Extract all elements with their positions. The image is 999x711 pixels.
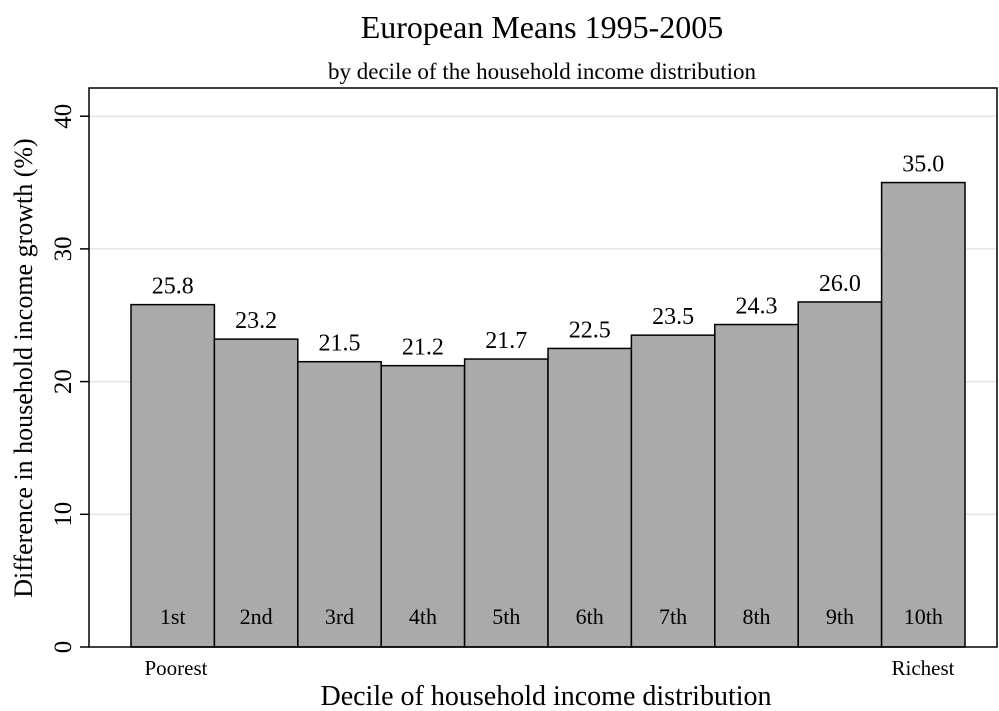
bar: [797, 301, 883, 648]
x-end-label-left: Poorest: [145, 656, 208, 680]
bar: [547, 347, 633, 648]
bar: [463, 358, 549, 648]
value-label: 21.5: [319, 331, 361, 357]
value-label: 24.3: [736, 294, 778, 320]
bars: [130, 181, 966, 648]
category-label: 4th: [409, 604, 437, 629]
bar: [880, 181, 966, 648]
category-label: 2nd: [240, 604, 273, 629]
plot-frame: [88, 87, 998, 648]
y-tick-label: 20: [50, 369, 77, 394]
category-label: 10th: [904, 604, 943, 629]
chart-subtitle: by decile of the household income distri…: [328, 59, 756, 84]
category-label: 5th: [492, 604, 520, 629]
value-label: 22.5: [569, 317, 611, 343]
value-label: 21.2: [402, 335, 444, 361]
value-label: 35.0: [902, 152, 944, 178]
bar: [130, 303, 216, 648]
y-tick-label: 40: [50, 104, 77, 129]
category-label: 3rd: [325, 604, 354, 629]
bar: [630, 334, 716, 648]
category-label: 9th: [826, 604, 854, 629]
category-label: 7th: [659, 604, 687, 629]
value-label: 23.2: [235, 308, 277, 334]
y-axis-title: Difference in household income growth (%…: [9, 138, 38, 597]
value-labels: 25.8 23.2 21.5 21.2 21.7 22.5 23.5 24.3 26.0 35.0: [152, 152, 945, 361]
category-label: 8th: [742, 604, 770, 629]
category-label: 6th: [576, 604, 604, 629]
x-end-label-right: Richest: [892, 656, 955, 680]
value-label: 23.5: [652, 304, 694, 330]
bar: [714, 323, 799, 648]
x-axis-title: Decile of household income distribution: [320, 681, 771, 711]
y-axis: 0 10 20 30 40: [50, 104, 89, 654]
value-label: 25.8: [152, 274, 194, 300]
value-label: 26.0: [819, 271, 861, 297]
y-tick-label: 10: [50, 502, 77, 527]
category-label: 1st: [160, 604, 186, 629]
bar: [297, 360, 382, 648]
bar: [213, 338, 299, 648]
y-tick-label: 0: [50, 641, 77, 654]
category-labels: 1st 2nd 3rd 4th 5th 6th 7th 8th 9th 10th: [160, 604, 943, 629]
value-label: 21.7: [485, 328, 527, 354]
y-tick-label: 30: [50, 236, 77, 261]
chart-title: European Means 1995-2005: [361, 9, 724, 45]
